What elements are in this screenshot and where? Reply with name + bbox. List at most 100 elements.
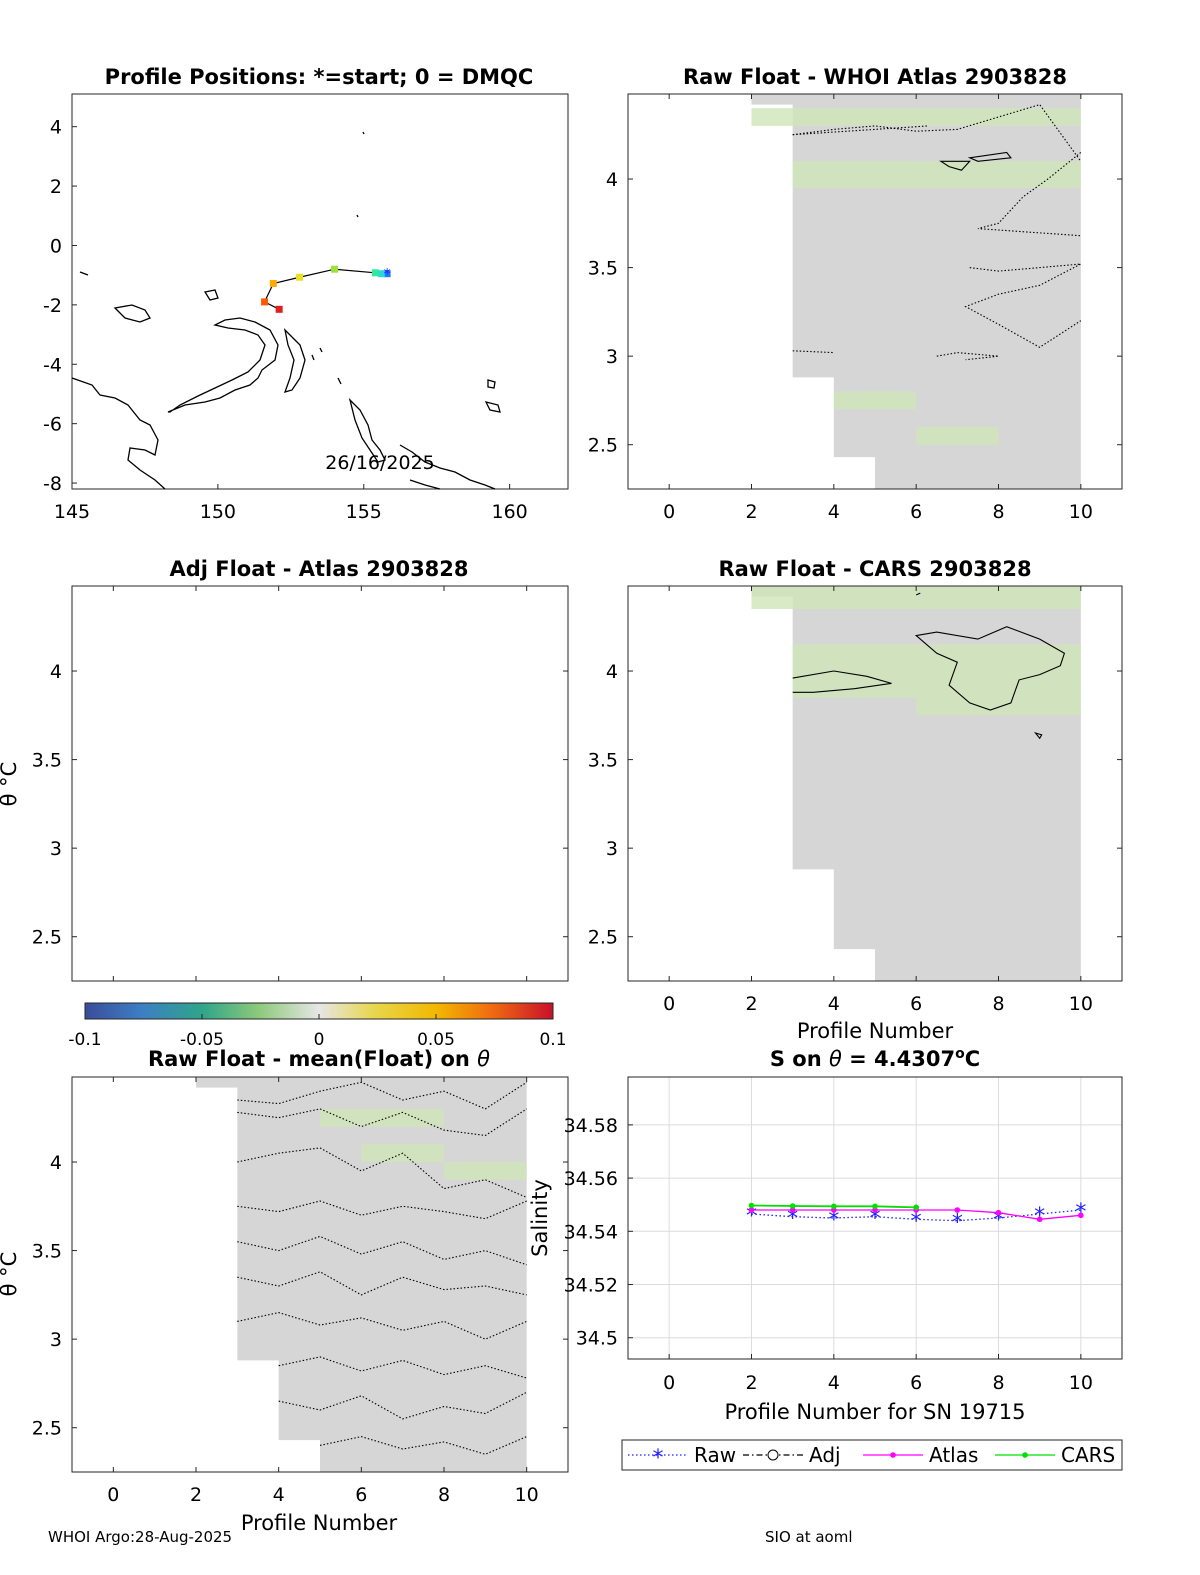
point-atlas: [954, 1207, 961, 1213]
mean-ylabel: θ °C: [0, 1252, 21, 1297]
point-raw: *: [828, 1208, 839, 1233]
track-point: [275, 305, 283, 313]
ytick-label: 2.5: [32, 927, 62, 949]
map-xtick-label: 145: [54, 501, 90, 523]
point-raw: *: [787, 1207, 798, 1232]
legend-marker-raw: *: [653, 1446, 664, 1471]
anomaly-cell: [444, 1162, 527, 1180]
ytick-label: 4: [606, 661, 618, 683]
track-point: [383, 270, 391, 278]
legend-marker-adj: [767, 1449, 779, 1461]
map-ytick-label: 2: [50, 176, 62, 198]
colorbar-tick-label: 0.05: [417, 1030, 455, 1050]
map-ytick-label: -6: [43, 414, 62, 436]
contour-line: [319, 1436, 527, 1455]
series-line-raw: [751, 1209, 1081, 1222]
cars-xlabel: Profile Number: [797, 1019, 954, 1043]
anomaly-cell: [751, 586, 1081, 610]
mean-panel: Raw Float - mean(Float) on θ 0 2 4 6 8 10 2.5 3…: [0, 1047, 569, 1535]
ytick-label: 2.5: [588, 435, 618, 457]
point-cars: [831, 1203, 837, 1210]
ytick-label: 4: [50, 1152, 62, 1174]
ytick-label: 3.5: [32, 750, 62, 772]
adj-title: Adj Float - Atlas 2903828: [169, 557, 468, 581]
colorbar-tick-label: -0.1: [68, 1030, 101, 1050]
legend-marker-cars: [1022, 1452, 1028, 1458]
point-atlas: [995, 1209, 1002, 1216]
ytick-label: 3.5: [588, 750, 618, 772]
xtick-label: 10: [1069, 501, 1093, 523]
xtick-label: 0: [663, 993, 675, 1015]
contour-line: [939, 160, 971, 171]
adj-axes: 2.5 3 3.5 4: [32, 585, 569, 982]
ytick-label: 2.5: [588, 927, 618, 949]
legend: * Raw Adj Atlas CARS: [621, 1439, 1123, 1471]
map-ytick-label: 4: [50, 117, 62, 139]
map-title: Profile Positions: *=start; 0 = DMQC: [105, 65, 534, 89]
plot-frame: [71, 585, 569, 982]
contour-line: [792, 103, 1082, 162]
point-cars: [872, 1203, 878, 1210]
map-axes: [71, 93, 569, 490]
map-xtick-label: 150: [200, 501, 236, 523]
contour-line: [237, 1312, 527, 1340]
plot-frame: [627, 93, 1123, 490]
map-panel: Profile Positions: *=start; 0 = DMQC * 2…: [43, 65, 569, 523]
map-xtick-label: 160: [492, 501, 528, 523]
xtick-label: 4: [828, 993, 840, 1015]
contour-line: [967, 151, 1012, 162]
map-ytick-label: 0: [50, 235, 62, 257]
map-y-ticks: -8 -6 -4 -2 0 2 4: [43, 117, 77, 495]
contour-line: [237, 1147, 527, 1198]
ytick-label: 3: [50, 838, 62, 860]
plot-frame: [627, 1076, 1123, 1360]
xtick-label: 10: [1069, 993, 1093, 1015]
xtick-label: 10: [1069, 1372, 1093, 1394]
cars-axes: 0 2 4 6 8 10 2.5 3 3.5 4: [588, 585, 1123, 1015]
xtick-label: 4: [273, 1484, 285, 1506]
footer-left: WHOI Argo:28-Aug-2025: [48, 1528, 232, 1546]
xtick-label: 0: [663, 501, 675, 523]
xtick-label: 6: [910, 1372, 922, 1394]
xtick-label: 8: [992, 993, 1004, 1015]
xtick-label: 0: [107, 1484, 119, 1506]
map-xtick-label: 155: [346, 501, 382, 523]
point-cars: [748, 1202, 755, 1209]
ytick-label: 2.5: [32, 1418, 62, 1440]
xtick-label: 4: [828, 1372, 840, 1394]
xtick-label: 2: [745, 501, 757, 523]
ytick-label: 34.56: [564, 1168, 618, 1190]
legend-marker-atlas: [890, 1452, 896, 1458]
xtick-label: 2: [745, 993, 757, 1015]
xtick-label: 6: [910, 993, 922, 1015]
mean-axes: 0 2 4 6 8 10 2.5 3 3.5 4: [32, 1076, 569, 1506]
ytick-label: 3: [606, 838, 618, 860]
legend-label-atlas: Atlas: [929, 1443, 978, 1467]
track-point: [261, 298, 269, 306]
contour-line: [278, 1356, 527, 1379]
salinity-axes: 0 2 4 6 8 10 34.5 34.52 34.54 34.56 34.58 * * * * * * * * *: [564, 1076, 1123, 1394]
xtick-label: 8: [992, 501, 1004, 523]
point-raw: *: [993, 1208, 1004, 1233]
salinity-xlabel: Profile Number for SN 19715: [724, 1400, 1025, 1424]
point-atlas: [1078, 1212, 1084, 1219]
salinity-title: S on θ = 4.4307oC: [770, 1046, 980, 1071]
plot-background: [72, 586, 568, 981]
adj-panel: Adj Float - Atlas 2903828 2.5 3 3.5 4 θ °C: [0, 557, 569, 982]
cars-title: Raw Float - CARS 2903828: [718, 557, 1031, 581]
xtick-label: 6: [355, 1484, 367, 1506]
track-point: [377, 270, 385, 278]
contour-line: [792, 670, 892, 693]
legend-label-cars: CARS: [1061, 1443, 1115, 1467]
point-atlas: [1036, 1216, 1043, 1223]
data-field: [751, 94, 1081, 489]
anomaly-cell: [916, 697, 1081, 716]
ytick-label: 3: [50, 1329, 62, 1351]
ytick-label: 3.5: [588, 258, 618, 280]
point-atlas: [748, 1207, 755, 1213]
anomaly-cell: [751, 108, 1081, 126]
contour-line: [915, 592, 921, 596]
colorbar-tick-label: 0: [314, 1030, 325, 1050]
cars-panel: Raw Float - CARS 2903828 0 2 4 6 8 10 2.5 3 3.5 4…: [588, 557, 1123, 1043]
